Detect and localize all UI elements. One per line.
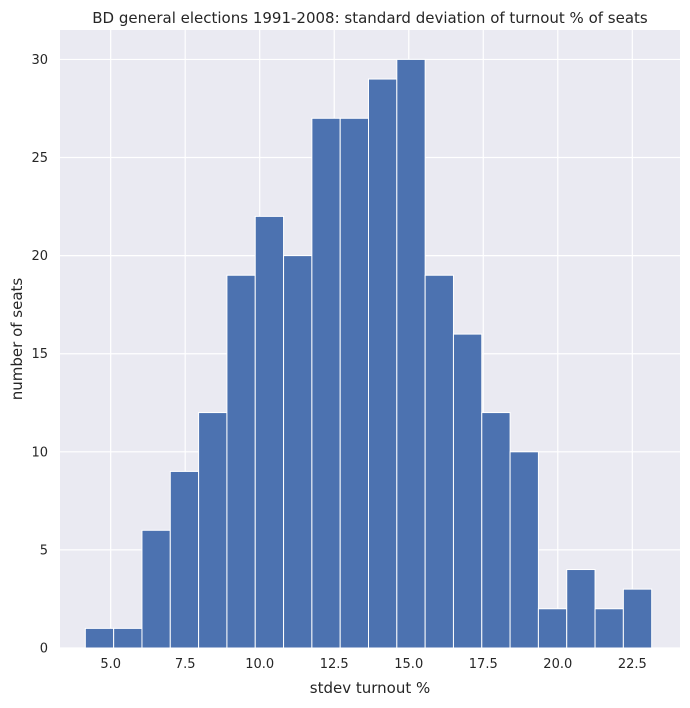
y-tick-label: 5 (40, 543, 48, 558)
y-tick-label: 20 (31, 249, 48, 264)
histogram-bar (283, 255, 313, 649)
histogram-bar (594, 608, 624, 649)
chart-title: BD general elections 1991-2008: standard… (92, 9, 648, 27)
histogram-bar (339, 117, 370, 649)
histogram-bar (537, 608, 568, 649)
y-tick-label: 10 (31, 445, 48, 460)
histogram-bar (141, 529, 171, 649)
x-tick-label: 12.5 (320, 657, 349, 672)
histogram-bar (254, 215, 285, 649)
histogram-bar (198, 412, 228, 649)
bars (84, 58, 653, 649)
histogram-bar (452, 333, 483, 649)
histogram-bar (368, 78, 398, 649)
x-tick-label: 10.0 (245, 657, 274, 672)
histogram-bar (566, 569, 596, 649)
x-tick-label: 15.0 (394, 657, 423, 672)
x-tick-label: 7.5 (175, 657, 196, 672)
x-axis-label: stdev turnout % (310, 679, 430, 697)
histogram-bar (226, 274, 256, 649)
x-tick-label: 17.5 (469, 657, 498, 672)
x-tick-label: 20.0 (543, 657, 572, 672)
x-tick-labels: 5.0 7.5 10.0 12.5 15.0 17.5 20.0 22.5 (100, 657, 646, 672)
histogram-bar (481, 412, 511, 649)
histogram-bar (424, 274, 454, 649)
y-tick-label: 0 (40, 642, 48, 657)
histogram-bar (622, 588, 653, 649)
x-tick-label: 22.5 (618, 657, 647, 672)
y-tick-label: 30 (31, 53, 48, 68)
x-tick-label: 5.0 (100, 657, 121, 672)
histogram-bar (509, 451, 539, 649)
y-tick-labels: 0 5 10 15 20 25 30 (31, 53, 48, 657)
histogram-bar (311, 117, 341, 649)
y-axis-label: number of seats (8, 278, 26, 401)
histogram-bar (396, 58, 426, 649)
histogram-bar (169, 470, 200, 649)
histogram-bar (84, 627, 115, 649)
histogram-bar (113, 627, 143, 649)
y-tick-label: 25 (31, 151, 48, 166)
y-tick-label: 15 (31, 347, 48, 362)
